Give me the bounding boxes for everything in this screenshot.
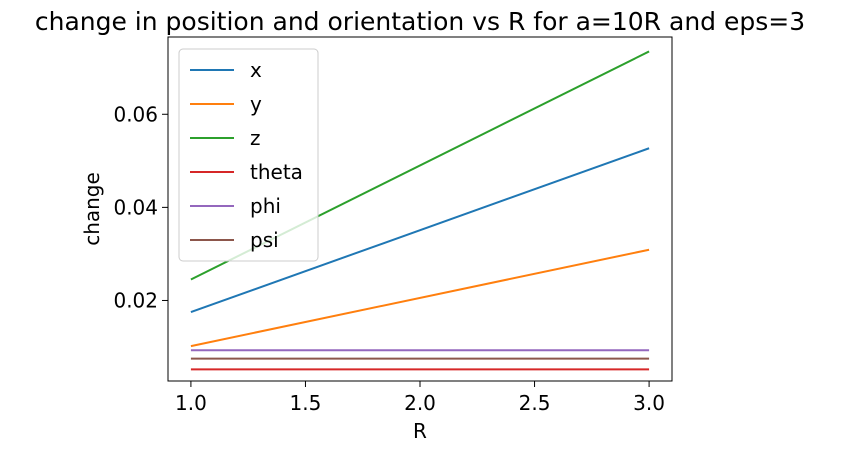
legend-label-psi: psi: [250, 228, 279, 252]
legend-label-x: x: [250, 58, 262, 82]
legend-label-z: z: [250, 126, 261, 150]
series-line-x: [190, 147, 650, 314]
x-tick-label: 3.0: [633, 391, 665, 415]
x-tick-label: 1.5: [290, 391, 322, 415]
legend-label-y: y: [250, 92, 262, 116]
y-axis: 0.02 0.04 0.06: [113, 102, 168, 312]
x-tick-label: 2.0: [404, 391, 436, 415]
y-axis-label: change: [80, 172, 104, 246]
y-tick-label: 0.06: [113, 102, 158, 126]
legend-frame: [178, 48, 319, 262]
x-axis-label: R: [413, 419, 427, 443]
legend-label-theta: theta: [250, 160, 303, 184]
chart-title: change in position and orientation vs R …: [35, 7, 805, 36]
y-tick-label: 0.02: [113, 288, 158, 312]
x-tick-label: 1.0: [175, 391, 207, 415]
series-line-y: [190, 248, 650, 348]
legend: xyz theta phi psi: [178, 48, 319, 262]
y-tick-label: 0.04: [113, 195, 158, 219]
x-axis: 1.0 1.5 2.0 2.5 3.0: [175, 381, 665, 415]
legend-label-phi: phi: [250, 194, 281, 218]
x-tick-label: 2.5: [519, 391, 551, 415]
